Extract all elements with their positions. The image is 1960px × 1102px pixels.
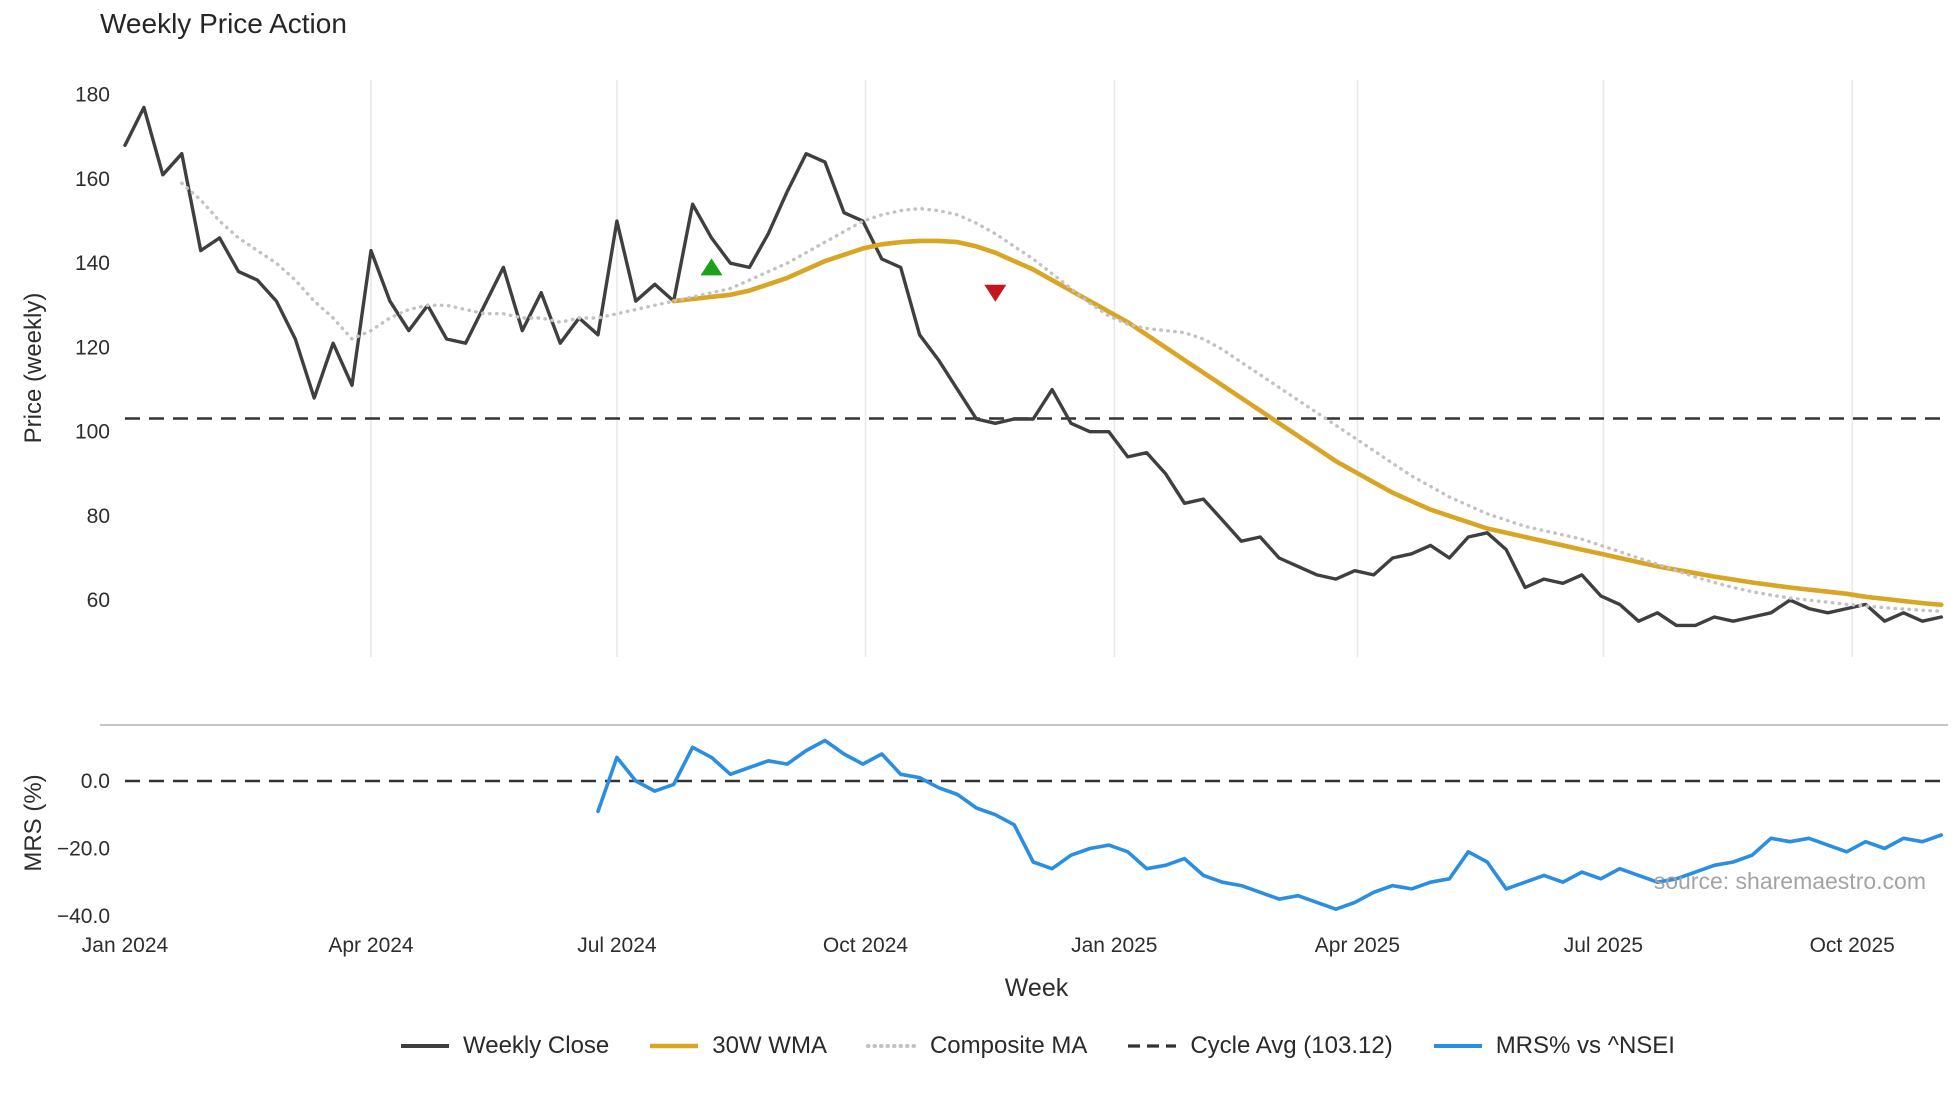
legend-item-cycle-avg: Cycle Avg (103.12) bbox=[1125, 1032, 1393, 1060]
legend-item-mrs: MRS% vs ^NSEI bbox=[1431, 1032, 1675, 1060]
svg-text:Oct 2025: Oct 2025 bbox=[1810, 934, 1895, 957]
svg-text:Jan 2024: Jan 2024 bbox=[82, 934, 169, 957]
svg-text:Apr 2025: Apr 2025 bbox=[1315, 934, 1400, 957]
svg-text:−40.0: −40.0 bbox=[57, 905, 110, 928]
svg-text:0.0: 0.0 bbox=[81, 770, 110, 793]
svg-text:100: 100 bbox=[75, 421, 110, 444]
x-axis-label: Week bbox=[1004, 974, 1069, 1002]
svg-text:Oct 2024: Oct 2024 bbox=[823, 934, 909, 957]
legend-label: MRS% vs ^NSEI bbox=[1495, 1032, 1675, 1059]
legend-item-composite-ma: Composite MA bbox=[865, 1032, 1087, 1060]
chart-legend: Weekly Close 30W WMA Composite MA Cycle … bbox=[125, 1032, 1948, 1060]
chart-title: Weekly Price Action bbox=[100, 8, 347, 39]
price-axis-label: Price (weekly) bbox=[20, 292, 47, 444]
svg-text:120: 120 bbox=[75, 336, 110, 359]
weekly-close-line-icon bbox=[401, 1044, 449, 1048]
legend-item-30w-wma: 30W WMA bbox=[647, 1032, 827, 1060]
mrs-line-icon bbox=[1433, 1044, 1482, 1048]
legend-label: Cycle Avg (103.12) bbox=[1190, 1032, 1393, 1059]
source-watermark: source: sharemaestro.com bbox=[1653, 868, 1926, 894]
svg-text:Jul 2025: Jul 2025 bbox=[1564, 934, 1643, 957]
cycle-avg-dashed-line-icon bbox=[1128, 1044, 1177, 1048]
svg-text:80: 80 bbox=[87, 505, 110, 528]
legend-label: 30W WMA bbox=[712, 1032, 827, 1059]
legend-label: Composite MA bbox=[929, 1032, 1088, 1059]
svg-text:Apr 2024: Apr 2024 bbox=[328, 934, 414, 957]
legend-item-weekly-close: Weekly Close bbox=[398, 1032, 609, 1060]
svg-text:Jul 2024: Jul 2024 bbox=[577, 934, 657, 957]
svg-text:60: 60 bbox=[87, 589, 110, 612]
svg-text:180: 180 bbox=[75, 84, 110, 107]
wma-line-icon bbox=[650, 1043, 699, 1049]
svg-text:Jan 2025: Jan 2025 bbox=[1071, 934, 1157, 957]
svg-text:140: 140 bbox=[75, 252, 110, 275]
mrs-axis-label: MRS (%) bbox=[20, 774, 47, 872]
composite-ma-dotted-line-icon bbox=[865, 1044, 918, 1048]
legend-label: Weekly Close bbox=[463, 1032, 610, 1059]
svg-text:−20.0: −20.0 bbox=[57, 838, 110, 861]
svg-text:160: 160 bbox=[75, 168, 110, 191]
